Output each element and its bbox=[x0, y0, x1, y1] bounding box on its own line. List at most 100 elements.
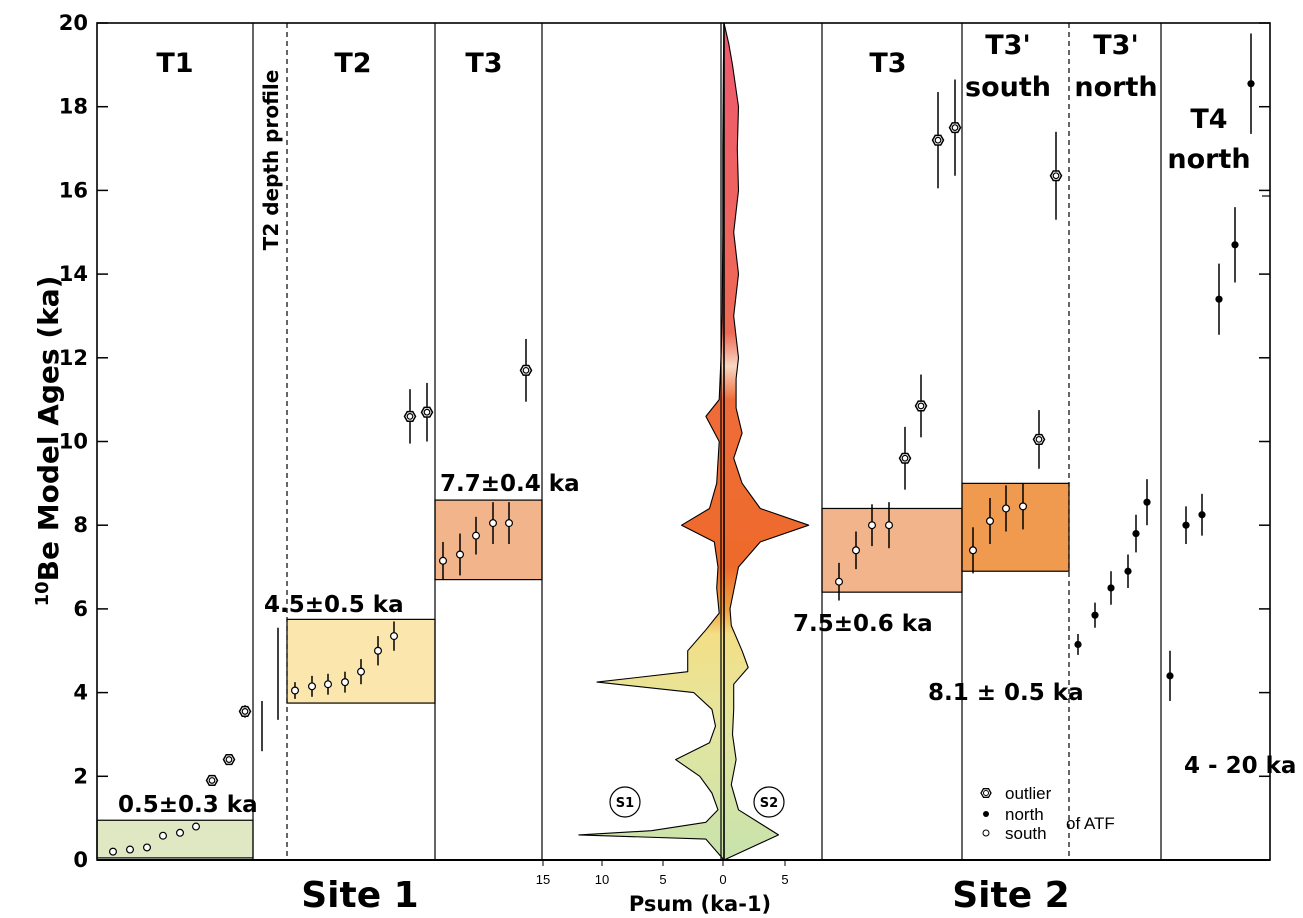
panel-label-t3-site1: T3 bbox=[465, 48, 502, 79]
psum-probability-plot bbox=[542, 22, 810, 866]
age-band-t3-site-1 bbox=[434, 499, 543, 581]
south-point bbox=[439, 556, 448, 565]
age-band-t3-south bbox=[961, 482, 1070, 572]
outlier-center bbox=[1052, 172, 1060, 180]
panel-label-t3-site2: T3 bbox=[869, 48, 906, 79]
south-point bbox=[108, 847, 117, 856]
outlier-center bbox=[406, 412, 414, 420]
y-tick-label-14: 14 bbox=[59, 262, 88, 286]
south-point bbox=[357, 667, 366, 676]
age-band-t1 bbox=[96, 819, 254, 859]
legend: outlier north south of ATF bbox=[980, 784, 1115, 843]
south-point bbox=[884, 521, 893, 530]
data-points bbox=[108, 33, 1255, 856]
north-point bbox=[1124, 567, 1132, 575]
south-point bbox=[324, 680, 333, 689]
north-point bbox=[1132, 529, 1140, 538]
outlier-center bbox=[241, 708, 249, 715]
south-point bbox=[192, 822, 201, 831]
outlier-center bbox=[917, 402, 925, 410]
site-label-2: Site 2 bbox=[952, 875, 1069, 916]
panel-label-t4-north: T4 north bbox=[1167, 104, 1250, 175]
y-tick-label-10: 10 bbox=[59, 430, 88, 454]
outlier-center bbox=[522, 366, 530, 374]
legend-suffix: of ATF bbox=[1066, 814, 1115, 833]
panel-label-t3prime-south: T3' south bbox=[965, 30, 1051, 103]
y-axis: 0 2 4 6 8 10 12 14 16 18 20 bbox=[59, 11, 1270, 872]
south-point bbox=[374, 646, 383, 655]
age-label-t3-site2: 7.5±0.6 ka bbox=[793, 611, 933, 637]
outlier-center bbox=[901, 454, 909, 462]
y-axis-label: Be Model Ages (ka) bbox=[32, 276, 65, 582]
south-point bbox=[308, 682, 317, 691]
outlier-point bbox=[222, 754, 236, 766]
outlier-point bbox=[420, 406, 434, 418]
age-label-t4-north: 4 - 20 ka bbox=[1184, 753, 1296, 779]
outlier-point bbox=[205, 774, 219, 787]
north-point bbox=[1182, 521, 1190, 529]
svg-text:10Be Model Ages (ka): 10Be Model Ages (ka) bbox=[32, 276, 65, 607]
age-band-t3-site-2 bbox=[821, 507, 963, 593]
south-point bbox=[1018, 502, 1027, 511]
panel-label-t2-depth-profile: T2 depth profile bbox=[259, 70, 283, 251]
south-point bbox=[390, 632, 399, 641]
outlier-center bbox=[208, 777, 216, 784]
outlier-point bbox=[1049, 170, 1063, 182]
outlier-point bbox=[1032, 433, 1046, 445]
south-point bbox=[851, 546, 860, 555]
outlier-center bbox=[951, 124, 959, 132]
psum-tick-0: 0 bbox=[719, 872, 726, 887]
y-tick-label-8: 8 bbox=[73, 513, 88, 537]
outlier-point bbox=[914, 400, 928, 412]
y-tick-label-2: 2 bbox=[73, 764, 88, 788]
psum-curve bbox=[578, 22, 810, 861]
legend-north-label: north bbox=[1005, 805, 1044, 824]
south-point bbox=[472, 531, 481, 540]
y-tick-label-4: 4 bbox=[73, 681, 88, 705]
outlier-center bbox=[934, 136, 942, 144]
svg-text:S1: S1 bbox=[616, 796, 634, 811]
psum-axis-label: Psum (ka-1) bbox=[629, 892, 771, 916]
y-tick-label-12: 12 bbox=[59, 346, 88, 370]
outlier-point bbox=[238, 705, 252, 717]
south-point bbox=[341, 678, 350, 687]
y-tick-label-0: 0 bbox=[73, 848, 88, 872]
y-axis-title: 10Be Model Ages (ka) bbox=[32, 276, 65, 607]
south-point bbox=[834, 577, 843, 586]
north-point bbox=[1143, 498, 1151, 506]
north-point bbox=[1091, 611, 1099, 619]
north-point bbox=[1074, 640, 1082, 649]
age-label-t3-site1: 7.7±0.4 ka bbox=[440, 471, 580, 497]
panel-label-t2: T2 bbox=[334, 48, 371, 79]
legend-outlier-label: outlier bbox=[1005, 784, 1052, 803]
south-point bbox=[125, 845, 134, 854]
outlier-point bbox=[931, 134, 945, 146]
south-point bbox=[291, 686, 300, 695]
south-point bbox=[143, 843, 152, 852]
site-label-1: Site 1 bbox=[301, 875, 418, 916]
legend-south-label: south bbox=[1005, 824, 1047, 843]
legend-north-symbol bbox=[983, 811, 989, 817]
outlier-point bbox=[519, 364, 533, 376]
y-tick-label-16: 16 bbox=[59, 178, 88, 202]
psum-tick-15: 15 bbox=[536, 872, 550, 887]
panel-label-t3prime-north: T3' north bbox=[1074, 30, 1157, 103]
panel-label-t1: T1 bbox=[156, 48, 193, 79]
north-point bbox=[1247, 80, 1255, 88]
psum-tick-10: 10 bbox=[595, 872, 609, 887]
y-axis-label-prefix: 10 bbox=[32, 581, 53, 606]
south-point bbox=[505, 519, 514, 528]
outlier-center bbox=[225, 756, 233, 763]
outlier-center bbox=[1035, 436, 1043, 443]
age-label-t1: 0.5±0.3 ka bbox=[118, 792, 258, 818]
outlier-point bbox=[948, 122, 962, 134]
south-point bbox=[159, 831, 168, 840]
north-point bbox=[1107, 584, 1115, 592]
y-tick-label-20: 20 bbox=[59, 11, 88, 35]
age-label-t2: 4.5±0.5 ka bbox=[264, 592, 404, 618]
north-point bbox=[1215, 295, 1223, 303]
y-tick-label-18: 18 bbox=[59, 95, 88, 119]
north-point bbox=[1198, 511, 1206, 519]
south-point bbox=[985, 517, 994, 526]
